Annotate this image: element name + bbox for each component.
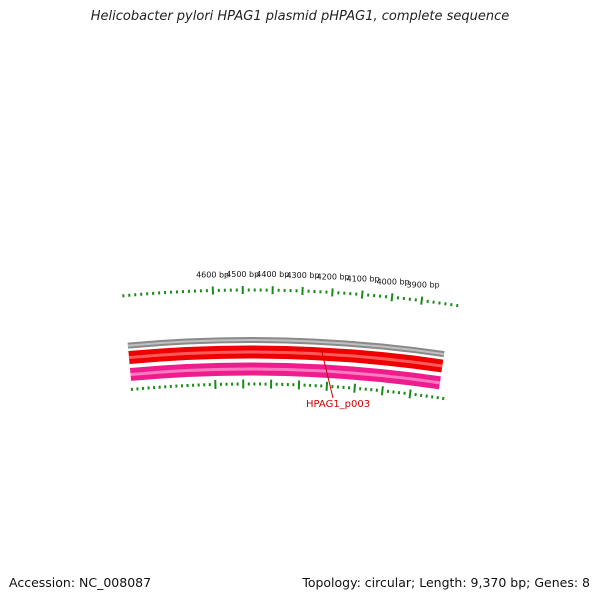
- outer-tick-label: 4400 bp: [256, 270, 289, 279]
- inner-major-tick: [325, 381, 329, 391]
- outer-ruler: [122, 286, 459, 308]
- outer-tick-label: 3900 bp: [407, 281, 440, 290]
- inner-major-tick: [380, 386, 384, 396]
- gene-label-leader: [320, 347, 334, 399]
- outer-major-tick: [360, 290, 364, 299]
- reverse-cds-track-highlight: [130, 367, 441, 385]
- forward-cds-track-highlight: [128, 350, 443, 368]
- inner-ruler: [130, 379, 445, 401]
- outer-major-tick: [420, 296, 424, 305]
- backbone-track-highlight: [127, 339, 445, 356]
- outer-major-tick: [390, 293, 394, 302]
- inner-major-tick: [353, 383, 356, 393]
- topology-summary: Topology: circular; Length: 9,370 bp; Ge…: [302, 575, 590, 590]
- outer-tick-label: 4100 bp: [347, 275, 380, 284]
- outer-tick-label: 4500 bp: [226, 270, 259, 279]
- gene-label-hpag1-p003[interactable]: HPAG1_p003: [306, 399, 370, 410]
- map-title: Helicobacter pylori HPAG1 plasmid pHPAG1…: [90, 9, 510, 24]
- inner-major-tick: [408, 389, 412, 399]
- accession-text: Accession: NC_008087: [9, 575, 152, 590]
- outer-tick-label: 4600 bp: [196, 271, 229, 280]
- outer-tick-label: 4200 bp: [317, 273, 350, 282]
- outer-tick-label: 4000 bp: [377, 277, 410, 286]
- outer-tick-label: 4300 bp: [286, 271, 319, 280]
